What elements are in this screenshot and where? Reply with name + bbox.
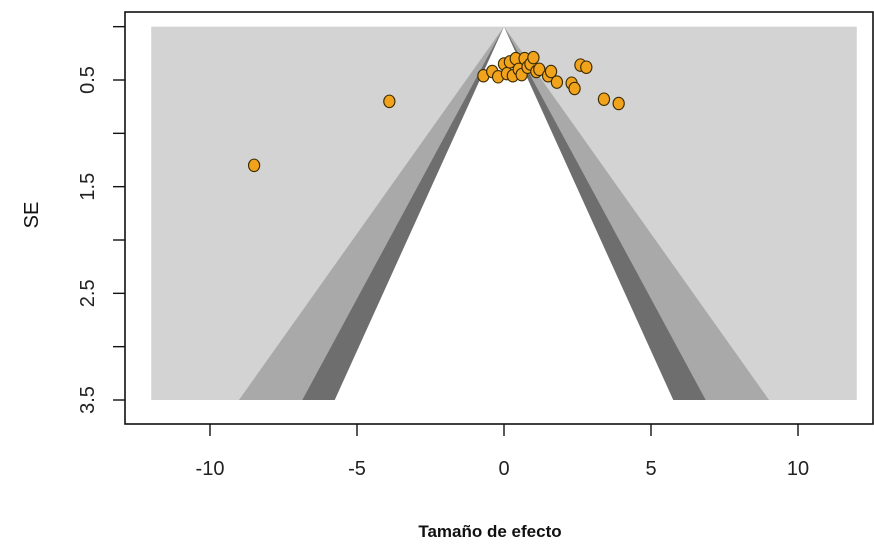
data-points	[247, 50, 625, 173]
x-axis-title: Tamaño de efecto	[418, 522, 561, 541]
x-tick-label: 5	[645, 458, 656, 480]
x-tick-label: -5	[348, 458, 366, 480]
data-point-27	[612, 96, 625, 111]
data-point-18	[533, 62, 546, 77]
data-point-20	[544, 64, 558, 79]
x-axis: -10 -5 0 5 10	[196, 424, 809, 480]
data-point-2	[383, 94, 396, 109]
y-tick-label: 0.5	[77, 66, 99, 94]
x-tick-label: 0	[498, 458, 509, 480]
y-axis: 0.5 1.5 2.5 3.5	[77, 25, 125, 414]
y-tick-label: 2.5	[77, 279, 99, 307]
data-point-1	[247, 158, 261, 173]
data-point-16	[527, 50, 540, 65]
data-point-23	[568, 81, 581, 96]
data-point-25	[580, 60, 593, 74]
x-tick-label: 10	[787, 458, 809, 480]
y-tick-label: 3.5	[77, 386, 99, 414]
funnel-interior	[334, 26, 674, 401]
data-point-26	[597, 92, 611, 106]
y-tick-label: 1.5	[77, 173, 99, 201]
plot-region	[151, 26, 857, 401]
y-axis-title: SE	[21, 202, 43, 229]
x-tick-label: -10	[196, 458, 225, 480]
plot-frame	[124, 11, 874, 425]
data-point-21	[550, 75, 564, 89]
